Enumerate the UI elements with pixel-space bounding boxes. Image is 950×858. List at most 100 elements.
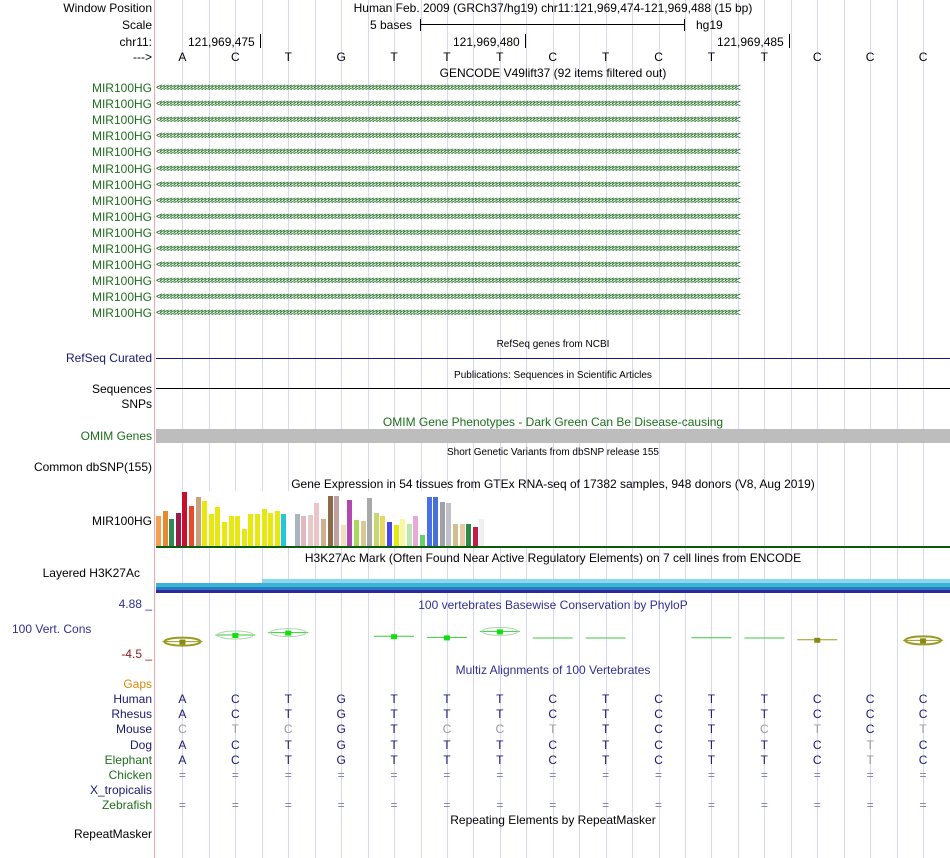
gtex-tissue-bar[interactable] [499,501,505,546]
multiz-species-label[interactable]: Mouse [115,722,152,737]
gencode-gene-label[interactable]: MIR100HG [91,209,152,224]
h3k27ac-track-title[interactable]: H3K27Ac Mark (Often Found Near Active Re… [304,551,802,565]
refseq-track-title[interactable]: RefSeq genes from NCBI [496,339,610,350]
gtex-tissue-bar[interactable] [215,507,221,546]
gencode-gene-label[interactable]: MIR100HG [91,97,152,112]
gtex-gene-label[interactable]: MIR100HG [91,514,152,528]
gtex-tissue-bar[interactable] [182,492,188,546]
gtex-tissue-bar[interactable] [307,514,313,546]
gencode-transcript-line[interactable]: <<<<<<<<<<<<<<<<<<<<<<<<<<<<<<<<<<<<<<<<… [156,291,741,304]
dbsnp-track-title[interactable]: Short Genetic Variants from dbSNP releas… [447,447,659,458]
multiz-species-label[interactable]: Rhesus [111,707,152,722]
gtex-tissue-bar[interactable] [347,500,353,546]
gencode-transcript-line[interactable]: <<<<<<<<<<<<<<<<<<<<<<<<<<<<<<<<<<<<<<<<… [156,130,741,143]
gtex-tissue-bar[interactable] [380,516,386,546]
gtex-tissue-bar[interactable] [453,524,458,546]
gencode-transcript-line[interactable]: <<<<<<<<<<<<<<<<<<<<<<<<<<<<<<<<<<<<<<<<… [156,98,741,111]
phylop-plot[interactable] [156,612,950,662]
repeatmasker-label[interactable]: RepeatMasker [73,827,152,841]
assembly-position-title[interactable]: Human Feb. 2009 (GRCh37/hg19) chr11:121,… [353,1,753,15]
publications-track-title[interactable]: Publications: Sequences in Scientific Ar… [454,370,652,381]
multiz-species-label[interactable]: Dog [129,737,152,752]
gencode-gene-label[interactable]: MIR100HG [91,81,152,95]
gencode-track-title[interactable]: GENCODE V49lift37 (92 items filtered out… [439,66,667,80]
gtex-tissue-bar[interactable] [373,512,379,546]
gtex-tissue-bar[interactable] [466,524,472,546]
phylop-label[interactable]: 100 Vert. Cons [12,622,92,636]
gtex-tissue-bar[interactable] [354,520,359,546]
gtex-tissue-bar[interactable] [162,510,168,546]
gtex-tissue-bar[interactable] [156,516,161,546]
gtex-track-title[interactable]: Gene Expression in 54 tissues from GTEx … [291,477,815,491]
gtex-tissue-bar[interactable] [321,519,326,546]
gtex-tissue-bar[interactable] [327,496,333,546]
dbsnp-label[interactable]: Common dbSNP(155) [33,460,152,474]
gencode-transcript-line[interactable]: <<<<<<<<<<<<<<<<<<<<<<<<<<<<<<<<<<<<<<<<… [156,275,741,288]
gencode-gene-label[interactable]: MIR100HG [91,113,152,128]
gencode-transcript-line[interactable]: <<<<<<<<<<<<<<<<<<<<<<<<<<<<<<<<<<<<<<<<… [156,259,741,272]
gencode-gene-label[interactable]: MIR100HG [91,193,152,208]
gencode-transcript-line[interactable]: <<<<<<<<<<<<<<<<<<<<<<<<<<<<<<<<<<<<<<<<… [156,178,741,191]
multiz-species-label[interactable]: Elephant [104,752,152,767]
gtex-tissue-bar[interactable] [268,512,274,546]
omim-feature-bar[interactable] [156,429,950,443]
gtex-tissue-bar[interactable] [387,522,392,546]
gtex-tissue-bar[interactable] [314,502,320,546]
gtex-tissue-bar[interactable] [222,521,227,546]
gtex-tissue-bar[interactable] [248,513,254,546]
repeatmasker-track-title[interactable]: Repeating Elements by RepeatMasker [450,813,656,827]
gencode-gene-label[interactable]: MIR100HG [91,145,152,160]
gtex-tissue-bar[interactable] [492,520,498,546]
gtex-tissue-bar[interactable] [255,513,260,546]
gencode-transcript-line[interactable]: <<<<<<<<<<<<<<<<<<<<<<<<<<<<<<<<<<<<<<<<… [156,243,741,255]
gtex-tissue-bar[interactable] [281,513,287,546]
gtex-tissue-bar[interactable] [393,525,399,546]
gtex-tissue-bar[interactable] [439,501,445,546]
gtex-tissue-bar[interactable] [175,512,181,546]
snps-label[interactable]: SNPs [121,397,152,411]
gencode-gene-label[interactable]: MIR100HG [91,161,152,176]
gtex-bar-chart[interactable] [156,491,536,546]
gencode-transcript-line[interactable]: <<<<<<<<<<<<<<<<<<<<<<<<<<<<<<<<<<<<<<<<… [156,307,741,320]
multiz-species-label[interactable]: Zebrafish [101,798,152,813]
gtex-tissue-bar[interactable] [459,524,465,546]
multiz-species-label[interactable]: Human [113,692,152,706]
gencode-gene-label[interactable]: MIR100HG [91,290,152,305]
gencode-gene-label[interactable]: MIR100HG [91,274,152,289]
gtex-tissue-bar[interactable] [420,535,425,546]
phylop-track-title[interactable]: 100 vertebrates Basewise Conservation by… [418,598,688,612]
gtex-tissue-bar[interactable] [301,516,307,546]
gtex-tissue-bar[interactable] [208,513,214,546]
gtex-tissue-bar[interactable] [486,519,491,546]
gencode-transcript-line[interactable]: <<<<<<<<<<<<<<<<<<<<<<<<<<<<<<<<<<<<<<<<… [156,146,741,159]
gtex-tissue-bar[interactable] [400,519,406,546]
gtex-tissue-bar[interactable] [340,525,346,546]
multiz-track-title[interactable]: Multiz Alignments of 100 Vertebrates [455,663,651,677]
omim-label[interactable]: OMIM Genes [80,429,152,443]
gtex-tissue-bar[interactable] [413,515,419,546]
gencode-transcript-line[interactable]: <<<<<<<<<<<<<<<<<<<<<<<<<<<<<<<<<<<<<<<<… [156,210,741,223]
multiz-species-label[interactable]: X_tropicalis [89,783,152,798]
gtex-tissue-bar[interactable] [360,521,366,546]
gtex-tissue-bar[interactable] [446,502,452,546]
refseq-label[interactable]: RefSeq Curated [65,351,152,365]
gtex-tissue-bar[interactable] [479,519,485,546]
omim-track-title[interactable]: OMIM Gene Phenotypes - Dark Green Can Be… [382,415,724,429]
gtex-tissue-bar[interactable] [228,516,234,546]
gtex-tissue-bar[interactable] [294,513,300,546]
sequences-label[interactable]: Sequences [91,382,152,396]
gencode-gene-label[interactable]: MIR100HG [91,258,152,273]
gencode-transcript-line[interactable]: <<<<<<<<<<<<<<<<<<<<<<<<<<<<<<<<<<<<<<<<… [156,162,741,175]
gencode-transcript-line[interactable]: <<<<<<<<<<<<<<<<<<<<<<<<<<<<<<<<<<<<<<<<… [156,226,741,239]
gencode-gene-label[interactable]: MIR100HG [91,177,152,192]
gtex-tissue-bar[interactable] [288,510,293,546]
gtex-tissue-bar[interactable] [202,501,208,546]
gencode-gene-label[interactable]: MIR100HG [91,242,152,256]
gtex-tissue-bar[interactable] [189,505,194,546]
gtex-tissue-bar[interactable] [261,509,267,546]
gtex-tissue-bar[interactable] [235,516,241,546]
gtex-tissue-bar[interactable] [241,528,247,546]
gtex-tissue-bar[interactable] [169,519,175,546]
gtex-tissue-bar[interactable] [195,497,201,546]
gencode-gene-label[interactable]: MIR100HG [91,306,152,321]
